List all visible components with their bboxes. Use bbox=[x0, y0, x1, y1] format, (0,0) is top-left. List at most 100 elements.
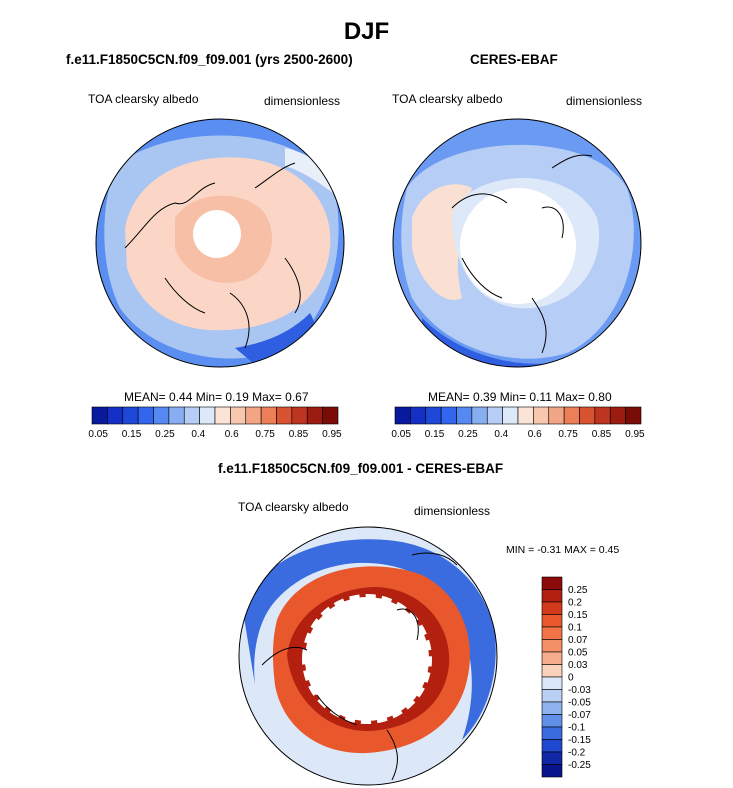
diff-colorbar-swatch bbox=[541, 639, 563, 653]
diff-colorbar-tick-label: -0.25 bbox=[568, 760, 591, 771]
panel-1-max-label: Max= bbox=[252, 390, 282, 404]
panel-1-colorbar-swatch bbox=[183, 406, 200, 425]
diff-colorbar-swatch bbox=[541, 614, 563, 628]
diff-colorbar-tick-label: -0.07 bbox=[568, 710, 591, 721]
panel-2-colorbar-swatch bbox=[440, 406, 457, 425]
panel-1-map bbox=[95, 118, 345, 368]
panel-1-colorbar-tick-label: 0.05 bbox=[88, 429, 108, 440]
panel-2-colorbar-swatch bbox=[394, 406, 411, 425]
diff-panel-variable: TOA clearsky albedo bbox=[238, 500, 349, 514]
panel-2-min-value: 0.11 bbox=[529, 390, 552, 404]
diff-map-negative-band bbox=[242, 539, 496, 740]
panel-1-colorbar-swatch bbox=[260, 406, 277, 425]
panel-2-colorbar-swatch bbox=[456, 406, 473, 425]
panel-2-map bbox=[392, 118, 642, 368]
diff-colorbar-swatch bbox=[541, 714, 563, 728]
diff-colorbar-tick-label: 0.25 bbox=[568, 585, 588, 596]
diff-colorbar-swatch bbox=[541, 626, 563, 640]
panel-2-colorbar-swatch bbox=[609, 406, 626, 425]
panel-2-colorbar-swatch bbox=[502, 406, 519, 425]
panel-1-colorbar-tick-label: 0.75 bbox=[255, 429, 275, 440]
diff-colorbar-swatch bbox=[541, 664, 563, 678]
panel-1-polar-hole bbox=[193, 210, 241, 258]
panel-1-mean-value: 0.44 bbox=[169, 390, 193, 404]
diff-colorbar-tick-label: 0.2 bbox=[568, 598, 582, 609]
panel-2-colorbar-tick-label: 0.95 bbox=[625, 429, 645, 440]
panel-1-colorbar-swatch bbox=[137, 406, 154, 425]
panel-2-colorbar-tick-label: 0.05 bbox=[391, 429, 411, 440]
panel-2-colorbar: 0.05 0.15 0.25 0.4 0.6 0.75 0.85 0.95 bbox=[391, 406, 645, 440]
diff-colorbar-swatch bbox=[541, 726, 563, 740]
panel-2-colorbar-tick-label: 0.75 bbox=[558, 429, 578, 440]
diff-map bbox=[238, 526, 498, 786]
panel-1-colorbar: 0.05 0.15 0.25 0.4 0.6 0.75 0.85 0.95 bbox=[88, 406, 342, 440]
panel-1-colorbar-tick-label: 0.6 bbox=[225, 429, 239, 440]
panel-1-colorbar-tick-label: 0.85 bbox=[289, 429, 309, 440]
panel-1-units: dimensionless bbox=[264, 94, 341, 108]
panel-2-max-value: 0.80 bbox=[588, 390, 612, 404]
panel-2-colorbar-tick-label: 0.85 bbox=[592, 429, 612, 440]
diff-colorbar-tick-label: -0.1 bbox=[568, 723, 586, 734]
panel-1-colorbar-swatch bbox=[245, 406, 262, 425]
panel-1-colorbar-swatch bbox=[214, 406, 231, 425]
panel-2-colorbar-swatch bbox=[410, 406, 427, 425]
panel-1-colorbar-swatch bbox=[230, 406, 247, 425]
diff-map-border bbox=[238, 526, 498, 786]
panel-1-colorbar-swatch bbox=[199, 406, 216, 425]
panel-1-colorbar-swatch bbox=[306, 406, 323, 425]
panel-2-colorbar-swatch bbox=[548, 406, 565, 425]
diff-colorbar-tick-label: -0.05 bbox=[568, 698, 591, 709]
panel-1-min-value: 0.19 bbox=[225, 390, 249, 404]
diff-colorbar-swatch bbox=[541, 689, 563, 703]
panel-1-colorbar-swatch bbox=[107, 406, 124, 425]
diff-colorbar-tick-label: 0.15 bbox=[568, 610, 588, 621]
panel-2-colorbar-swatch bbox=[486, 406, 503, 425]
panel-1-coastlines bbox=[124, 162, 301, 349]
page-title: DJF bbox=[343, 18, 390, 45]
panel-2-max-label: Max= bbox=[555, 390, 585, 404]
diff-colorbar-tick-label: -0.2 bbox=[568, 748, 586, 759]
panel-2-colorbar-tick-label: 0.25 bbox=[458, 429, 478, 440]
diff-panel-title: f.e11.F1850C5CN.f09_f09.001 - CERES-EBAF bbox=[218, 461, 504, 476]
panel-2-stats: MEAN= 0.39 Min= 0.11 Max= 0.80 bbox=[428, 390, 612, 404]
panel-2-colorbar-swatch bbox=[594, 406, 611, 425]
diff-colorbar-swatch bbox=[541, 676, 563, 690]
panel-2-polar-hole bbox=[460, 188, 576, 304]
panel-1-colorbar-tick-label: 0.95 bbox=[322, 429, 342, 440]
diff-minmax: MIN = -0.31 MAX = 0.45 bbox=[506, 544, 620, 556]
diff-colorbar-tick-label: 0 bbox=[568, 673, 574, 684]
panel-2-title: CERES-EBAF bbox=[470, 52, 558, 67]
panel-1-stats: MEAN= 0.44 Min= 0.19 Max= 0.67 bbox=[124, 390, 309, 404]
panel-2-units: dimensionless bbox=[566, 94, 643, 108]
panel-2-colorbar-swatch bbox=[517, 406, 534, 425]
panel-1-max-value: 0.67 bbox=[285, 390, 309, 404]
panel-2-colorbar-swatch bbox=[625, 406, 642, 425]
panel-1-colorbar-swatch bbox=[153, 406, 170, 425]
panel-1-colorbar-swatch bbox=[168, 406, 185, 425]
panel-2-colorbar-swatch bbox=[579, 406, 596, 425]
panel-1-colorbar-swatch bbox=[122, 406, 139, 425]
diff-colorbar-swatch bbox=[541, 651, 563, 665]
diff-colorbar-swatch bbox=[541, 751, 563, 765]
panel-2-colorbar-tick-label: 0.15 bbox=[425, 429, 445, 440]
diff-map-polar-hole bbox=[305, 597, 429, 721]
panel-2-colorbar-swatch bbox=[425, 406, 442, 425]
panel-2-min-label: Min= bbox=[499, 390, 527, 404]
panel-1-min-label: Min= bbox=[195, 390, 223, 404]
panel-2-variable: TOA clearsky albedo bbox=[392, 92, 503, 106]
diff-map-ice-ring bbox=[302, 594, 433, 724]
diff-colorbar-swatch bbox=[541, 701, 563, 715]
panel-1-colorbar-swatch bbox=[91, 406, 108, 425]
panel-1-colorbar-swatch bbox=[276, 406, 293, 425]
diff-colorbar-tick-label: -0.03 bbox=[568, 685, 591, 696]
panel-1-map-border bbox=[95, 118, 345, 368]
panel-2-colorbar-swatch bbox=[563, 406, 580, 425]
panel-1-colorbar-tick-label: 0.15 bbox=[122, 429, 142, 440]
panel-2-colorbar-swatch bbox=[533, 406, 550, 425]
panel-1-low-albedo-patch bbox=[285, 148, 333, 193]
diff-colorbar-tick-label: -0.15 bbox=[568, 735, 591, 746]
diff-panel-units: dimensionless bbox=[414, 504, 491, 518]
diff-colorbar-tick-label: 0.03 bbox=[568, 660, 588, 671]
panel-2-map-border bbox=[392, 118, 642, 368]
diff-colorbar: 0.250.20.150.10.070.050.030-0.03-0.05-0.… bbox=[541, 576, 591, 778]
